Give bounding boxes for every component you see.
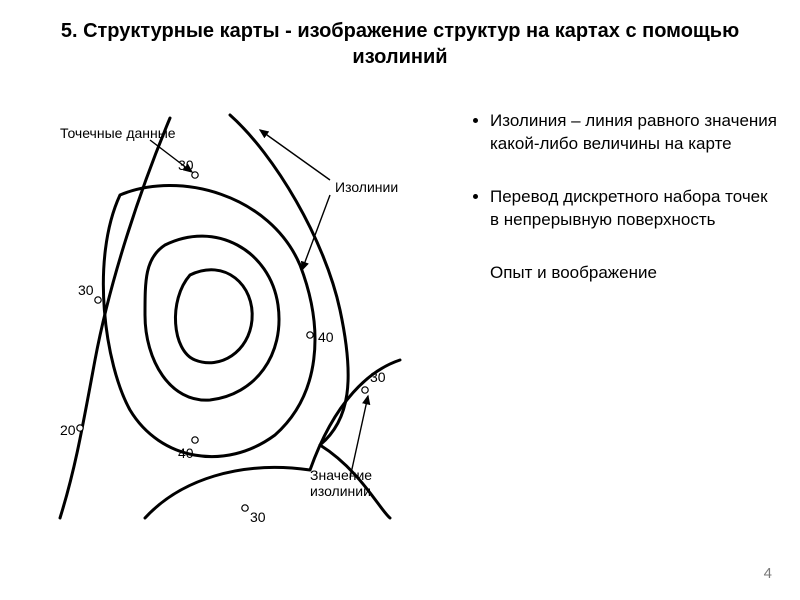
data-point (362, 387, 368, 393)
arrow (260, 130, 330, 180)
data-point (77, 425, 83, 431)
point-label: 30 (78, 282, 94, 298)
bullet-plain: Опыт и воображение (490, 262, 780, 285)
isoline (103, 186, 315, 457)
point-label: 30 (178, 157, 194, 173)
annotation-text: Точечные данные (60, 125, 176, 141)
isoline (60, 118, 170, 518)
annotation-labels: Точечные данные Изолинии Значениеизолинии (60, 125, 398, 499)
data-point (192, 437, 198, 443)
bullet-ul: Изолиния – линия равного значения какой-… (470, 110, 780, 232)
bullet-item: Перевод дискретного набора точек в непре… (490, 186, 780, 232)
data-point (95, 297, 101, 303)
point-label: 30 (370, 369, 386, 385)
contour-diagram: 30 30 40 20 40 30 30 Точечные данные Изолинии Зн… (20, 100, 450, 530)
bullet-list: Изолиния – линия равного значения какой-… (470, 110, 780, 285)
isoline (175, 270, 252, 363)
contour-lines (60, 115, 400, 518)
page-number: 4 (764, 565, 772, 582)
slide-title: 5. Структурные карты - изображение струк… (40, 18, 760, 70)
data-point (242, 505, 248, 511)
isoline (230, 115, 390, 518)
isoline (145, 236, 279, 400)
contour-svg: 30 30 40 20 40 30 30 Точечные данные Изолинии Зн… (20, 100, 450, 530)
point-label: 40 (318, 329, 334, 345)
annotation-text: Изолинии (335, 179, 398, 195)
arrow (350, 396, 368, 478)
point-label: 30 (250, 509, 266, 525)
slide: 5. Структурные карты - изображение струк… (0, 0, 800, 600)
point-label: 40 (178, 445, 194, 461)
point-label: 20 (60, 422, 76, 438)
annotation-text: Значениеизолинии (310, 467, 372, 499)
bullet-item: Изолиния – линия равного значения какой-… (490, 110, 780, 156)
data-point (307, 332, 313, 338)
